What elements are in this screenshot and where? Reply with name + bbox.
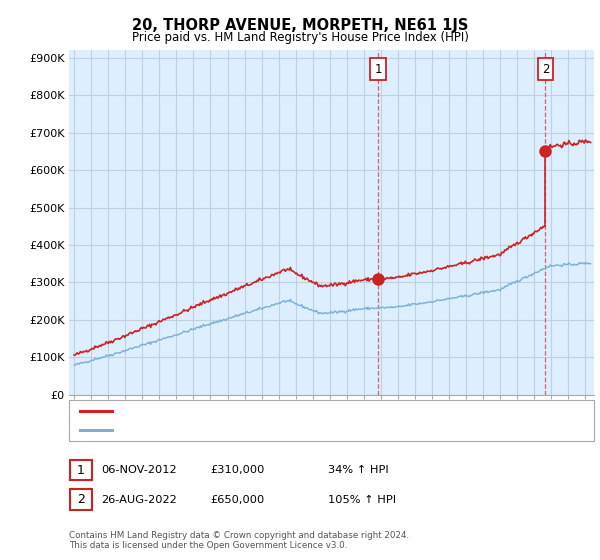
Text: 105% ↑ HPI: 105% ↑ HPI [328, 494, 396, 505]
Text: HPI: Average price, detached house, Northumberland: HPI: Average price, detached house, Nort… [120, 425, 412, 435]
Text: Contains HM Land Registry data © Crown copyright and database right 2024.
This d: Contains HM Land Registry data © Crown c… [69, 530, 409, 550]
Text: 20, THORP AVENUE, MORPETH, NE61 1JS (detached house): 20, THORP AVENUE, MORPETH, NE61 1JS (det… [120, 407, 443, 416]
Text: 2: 2 [542, 63, 549, 76]
Text: 20, THORP AVENUE, MORPETH, NE61 1JS: 20, THORP AVENUE, MORPETH, NE61 1JS [132, 18, 468, 33]
Text: £650,000: £650,000 [211, 494, 265, 505]
Text: £310,000: £310,000 [211, 465, 265, 475]
Text: 1: 1 [374, 63, 382, 76]
Text: Price paid vs. HM Land Registry's House Price Index (HPI): Price paid vs. HM Land Registry's House … [131, 31, 469, 44]
Text: 2: 2 [77, 493, 85, 506]
Text: 26-AUG-2022: 26-AUG-2022 [101, 494, 176, 505]
Text: 1: 1 [77, 464, 85, 477]
Text: 34% ↑ HPI: 34% ↑ HPI [328, 465, 388, 475]
Text: 06-NOV-2012: 06-NOV-2012 [101, 465, 176, 475]
